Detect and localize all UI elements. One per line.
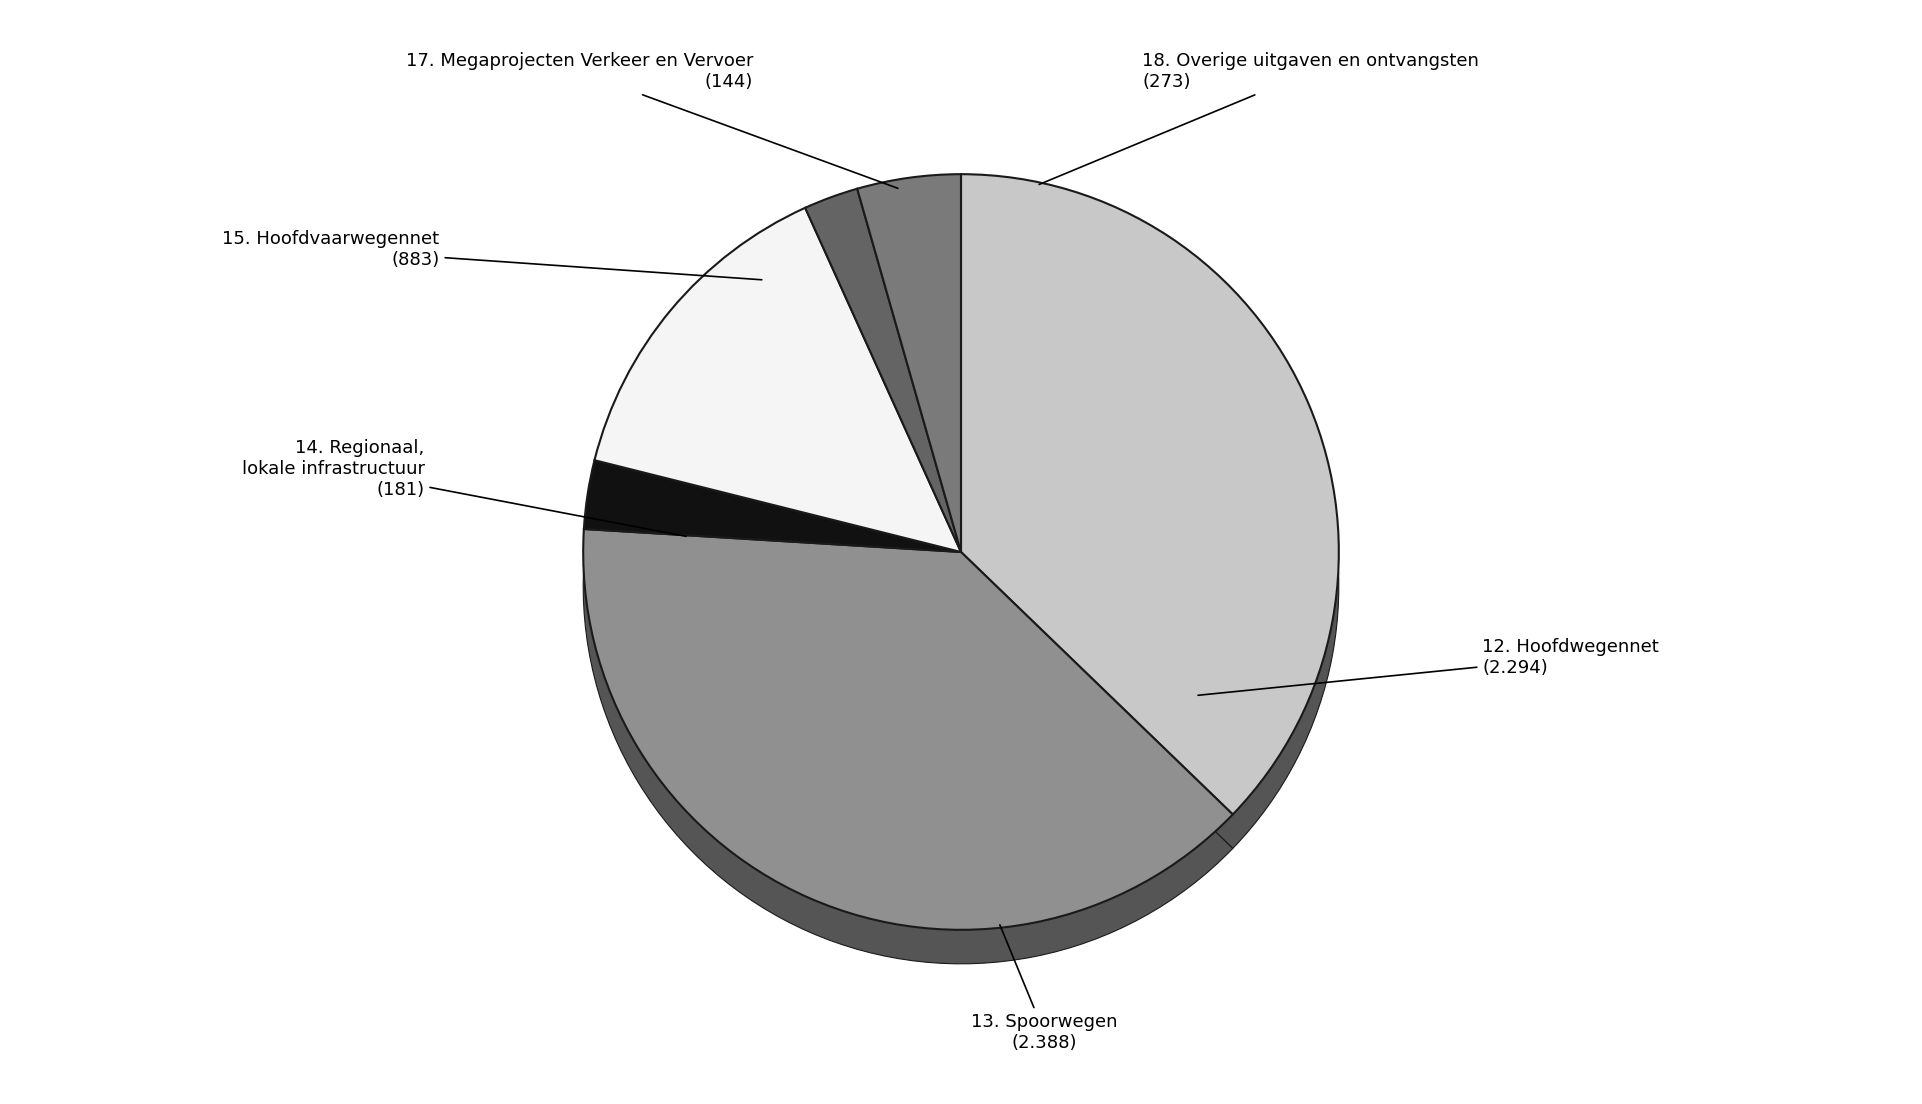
Text: 18. Overige uitgaven en ontvangsten
(273): 18. Overige uitgaven en ontvangsten (273… — [1040, 52, 1480, 184]
Wedge shape — [584, 460, 961, 552]
Wedge shape — [584, 495, 961, 586]
Text: 14. Regionaal,
lokale infrastructuur
(181): 14. Regionaal, lokale infrastructuur (18… — [242, 439, 686, 537]
Text: 12. Hoofdwegennet
(2.294): 12. Hoofdwegennet (2.294) — [1197, 638, 1659, 696]
Wedge shape — [805, 223, 961, 586]
Wedge shape — [594, 242, 961, 586]
Text: 13. Spoorwegen
(2.388): 13. Spoorwegen (2.388) — [971, 925, 1117, 1052]
Text: 17. Megaprojecten Verkeer en Vervoer
(144): 17. Megaprojecten Verkeer en Vervoer (14… — [406, 52, 898, 189]
Wedge shape — [961, 174, 1340, 815]
Wedge shape — [594, 208, 961, 552]
Text: 15. Hoofdvaarwegennet
(883): 15. Hoofdvaarwegennet (883) — [223, 231, 761, 279]
Wedge shape — [961, 209, 1340, 849]
Wedge shape — [582, 529, 1232, 930]
Wedge shape — [805, 189, 961, 552]
Wedge shape — [857, 209, 961, 586]
Wedge shape — [857, 174, 961, 552]
Wedge shape — [582, 563, 1232, 964]
